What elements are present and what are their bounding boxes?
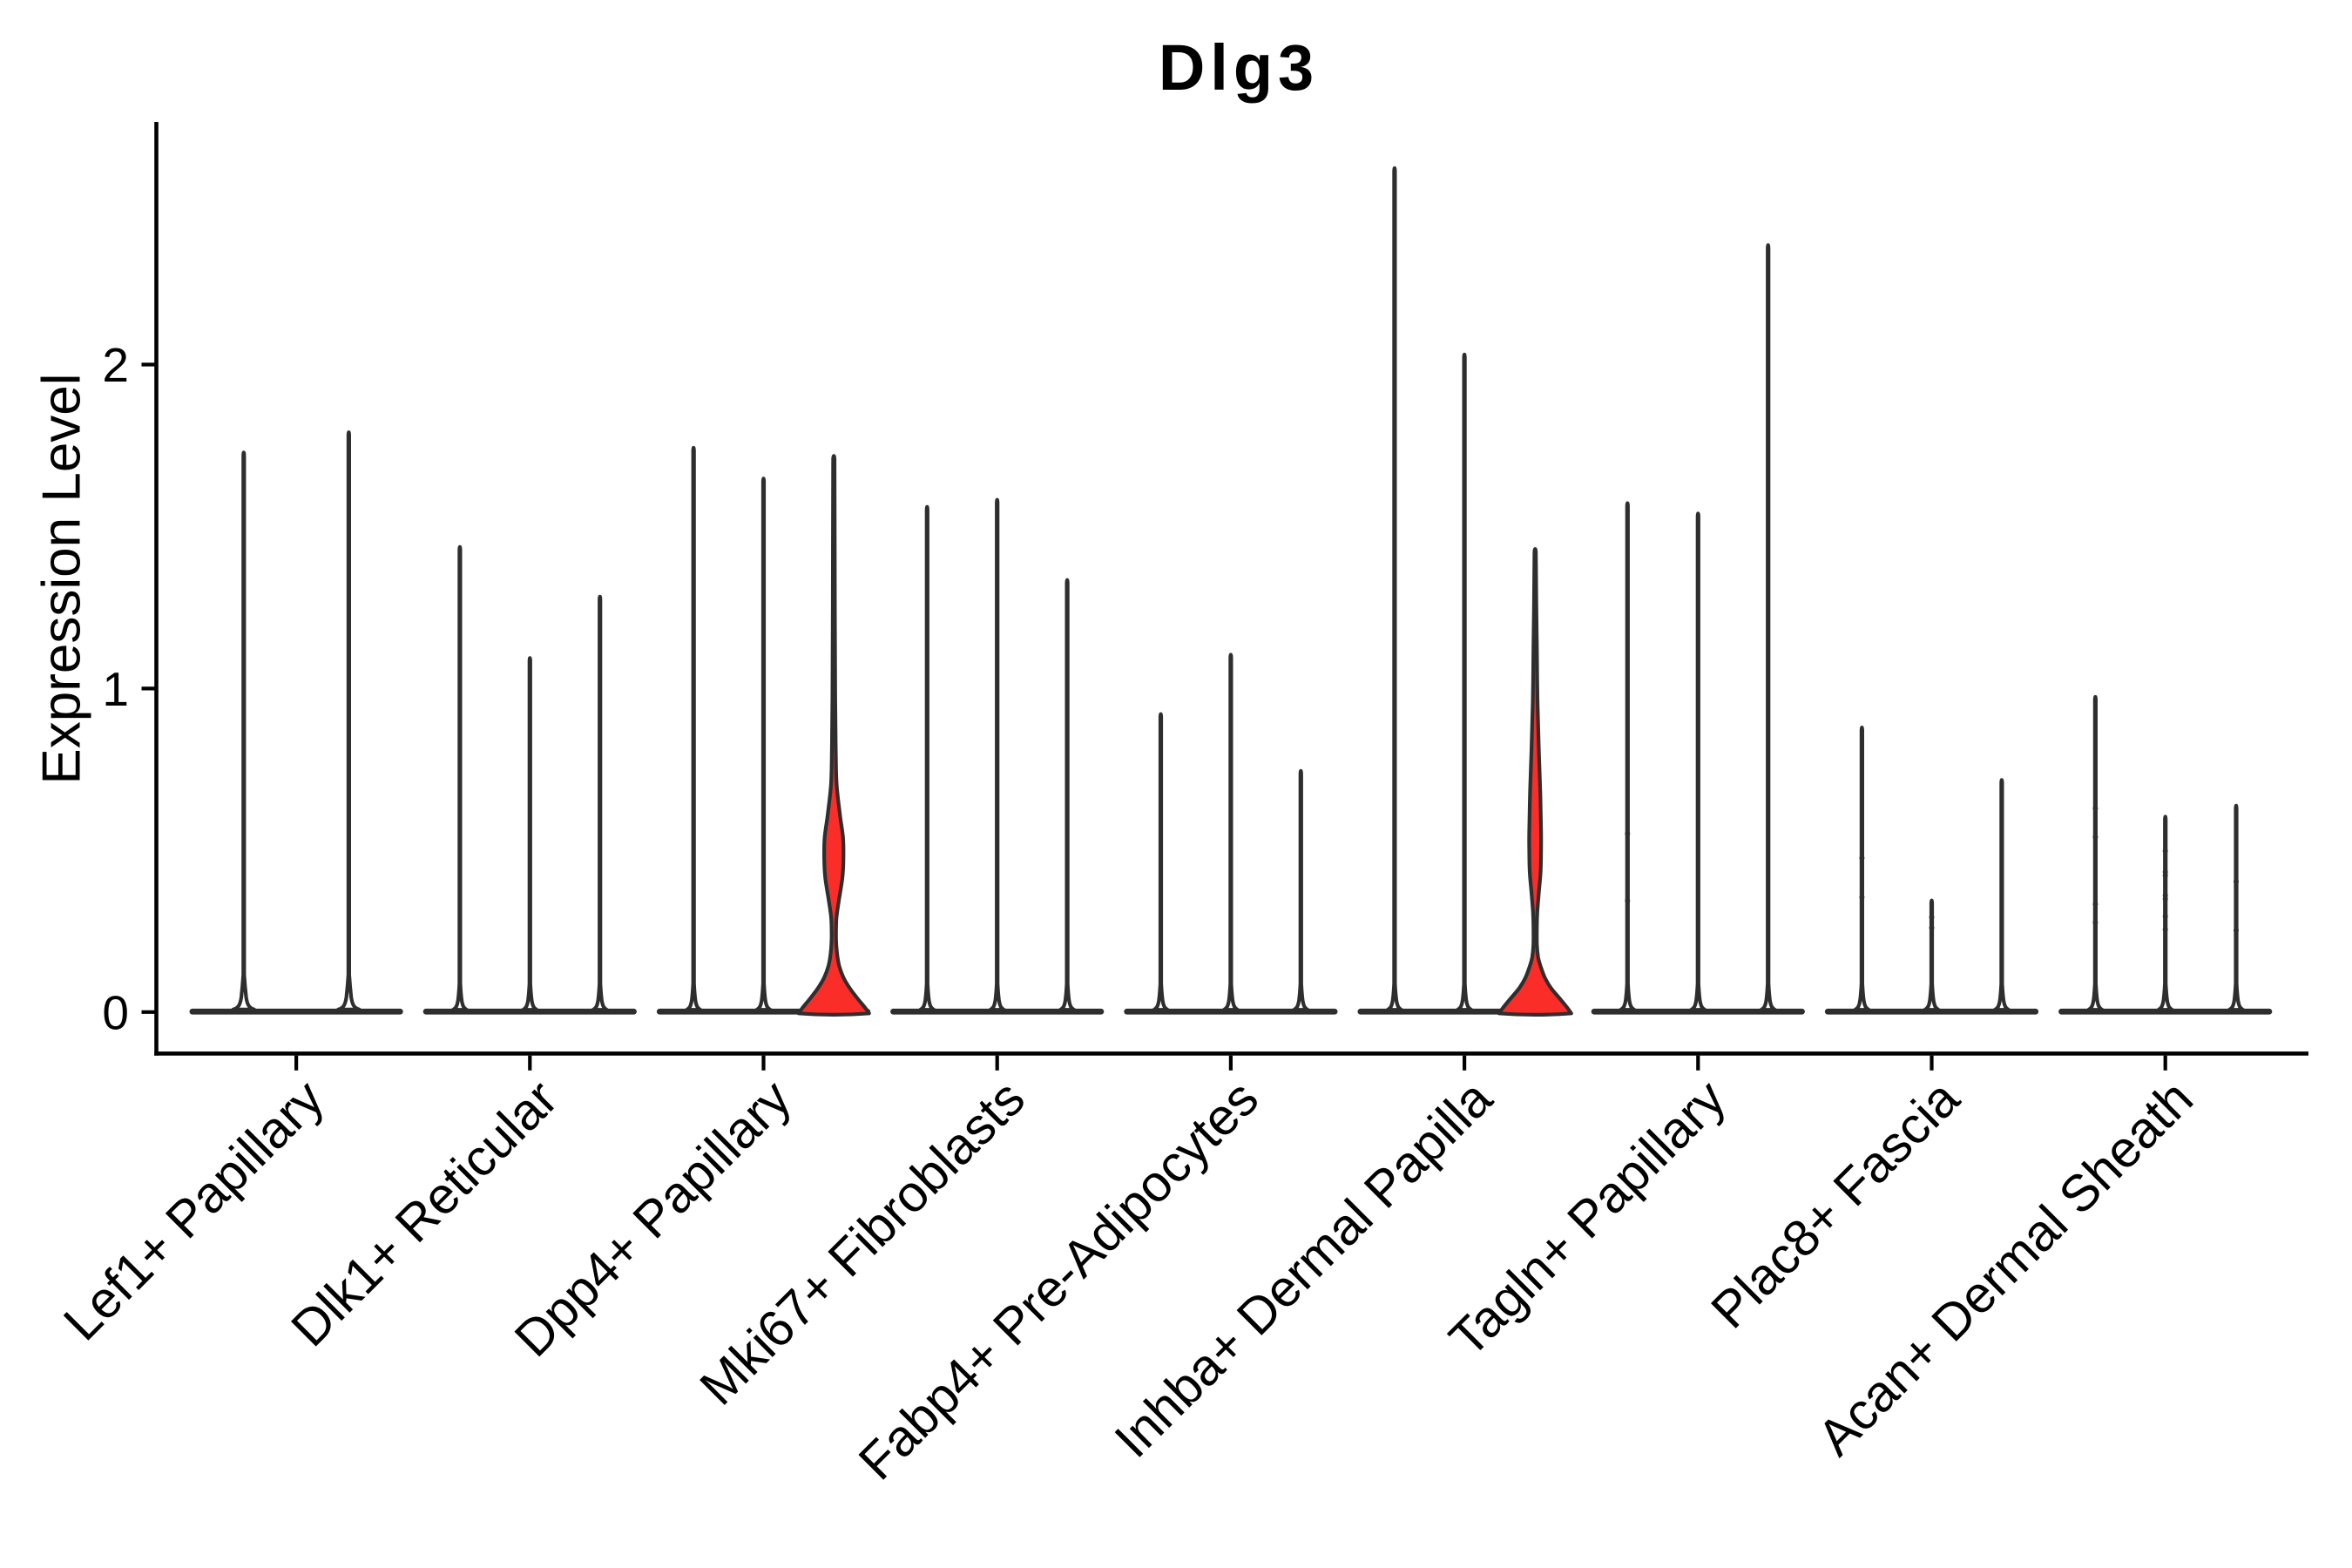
svg-text:1: 1 — [102, 662, 129, 716]
svg-text:2: 2 — [102, 338, 129, 392]
svg-text:0: 0 — [102, 985, 129, 1039]
svg-text:Expression Level: Expression Level — [32, 373, 92, 784]
svg-text:Dlg3: Dlg3 — [1159, 31, 1319, 104]
